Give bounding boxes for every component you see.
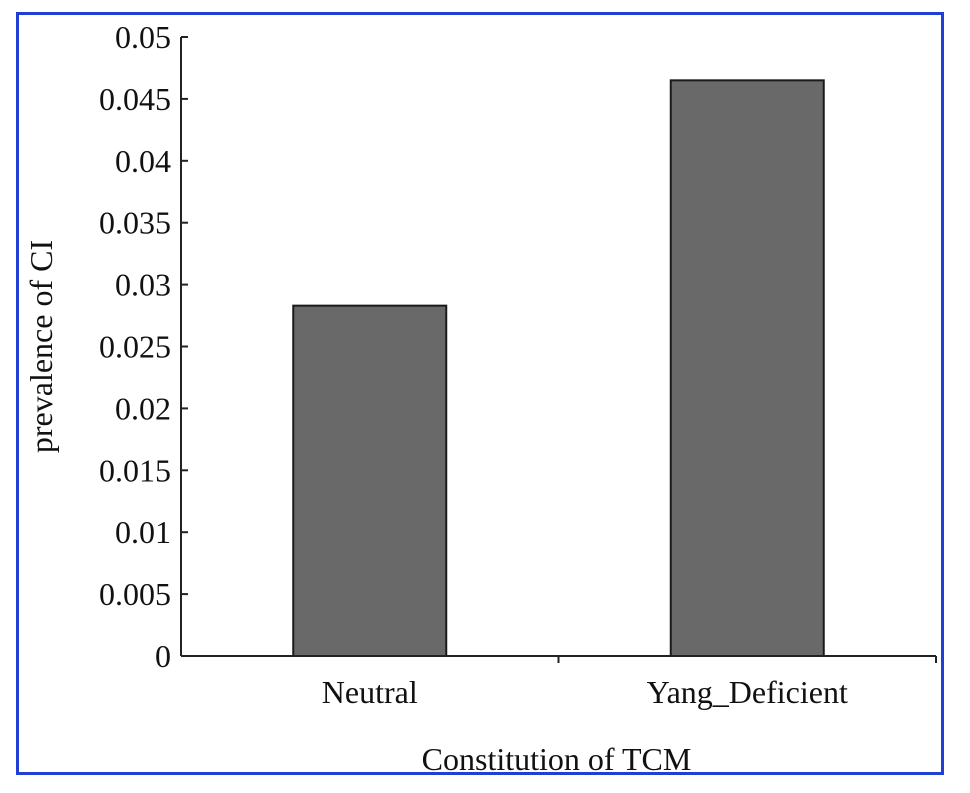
x-tick-label: Neutral: [322, 674, 418, 710]
y-axis-tick-labels: 0 0.005 0.01 0.015 0.02 0.025 0.03 0.035 0.04 0.0…: [99, 19, 171, 674]
y-tick-label: 0.015: [99, 452, 171, 488]
y-tick-label: 0.04: [115, 143, 171, 179]
y-tick-label: 0.045: [99, 81, 171, 117]
x-axis-title: Constitution of TCM: [422, 741, 692, 777]
x-tick-label: Yang_Deficient: [647, 674, 848, 710]
bars: [292, 79, 825, 657]
bar-yang-deficient: [669, 79, 825, 657]
y-tick-label: 0.01: [115, 514, 171, 550]
y-tick-label: 0.03: [115, 267, 171, 303]
y-tick-label: 0.025: [99, 329, 171, 365]
bar-neutral: [292, 304, 448, 657]
x-axis-tick-labels: Neutral Yang_Deficient: [322, 674, 848, 710]
y-tick-label: 0.05: [115, 19, 171, 55]
y-axis-ticks: [181, 36, 188, 657]
y-tick-label: 0.02: [115, 390, 171, 426]
y-tick-label: 0.005: [99, 576, 171, 612]
y-axis-title: prevalence of CI: [23, 240, 59, 453]
x-axis-ticks: [557, 656, 937, 663]
y-tick-label: 0.035: [99, 205, 171, 241]
y-tick-label: 0: [155, 638, 171, 674]
